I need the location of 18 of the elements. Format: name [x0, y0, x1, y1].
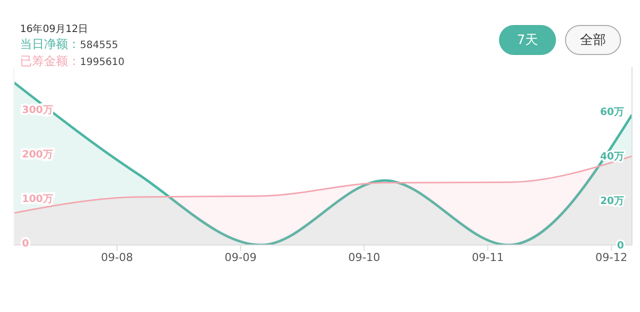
button: 全部 — [565, 25, 621, 55]
x-tick-label: 09-12 — [595, 250, 628, 264]
x-tick-label: 09-09 — [224, 250, 257, 264]
x-tick-label: 09-08 — [101, 250, 133, 264]
chart-title: 16年09月12日 — [20, 23, 88, 36]
annotation: 1995610 — [80, 57, 125, 68]
y2-tick-label: 60万 — [600, 107, 624, 118]
y-tick-label: 200万 — [22, 150, 53, 161]
y-tick-label: 0 — [22, 238, 29, 250]
x-tick-label: 09-11 — [472, 250, 504, 264]
y2-tick-label: 0 — [617, 240, 624, 252]
x-tick-label: 09-10 — [348, 250, 380, 264]
text: 当日净额： — [20, 37, 80, 51]
text: 584555 — [80, 40, 118, 51]
y-tick-label: 100万 — [22, 194, 53, 206]
text: 已筹金额： — [20, 54, 80, 68]
y2-tick-label: 20万 — [600, 196, 624, 208]
active-button: 7天 — [499, 25, 556, 55]
